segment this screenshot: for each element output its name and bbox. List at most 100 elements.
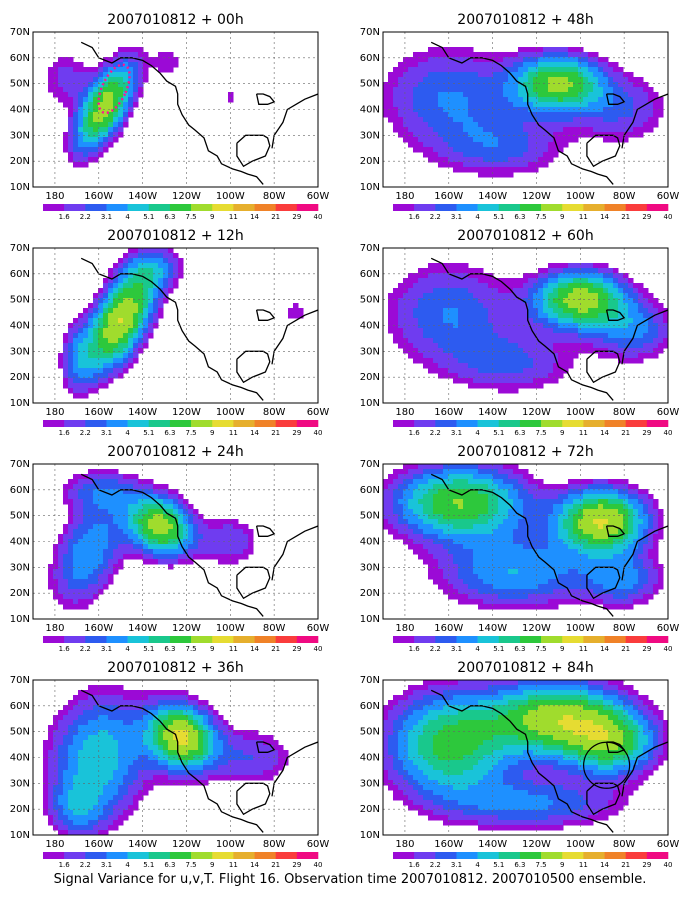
lon-tick-label: 180 bbox=[395, 191, 414, 202]
map-frame bbox=[32, 31, 319, 188]
colorbar-swatch bbox=[562, 852, 584, 859]
lon-tick-label: 80W bbox=[613, 407, 636, 418]
great-lakes bbox=[605, 93, 626, 105]
colorbar-label: 2.2 bbox=[430, 213, 441, 221]
lat-tick-label: 60N bbox=[360, 53, 380, 64]
figure-caption: Signal Variance for u,v,T. Flight 16. Ob… bbox=[53, 872, 647, 887]
colorbar-swatch bbox=[604, 852, 626, 859]
colorbar-swatch bbox=[233, 636, 255, 643]
colorbar-label: 14 bbox=[600, 429, 609, 437]
map-panel: 2007010812 + 72h 10N 20N 30N 40N 50N 60N 70N 180… bbox=[360, 444, 680, 653]
colorbar-swatch bbox=[393, 420, 415, 427]
colorbar-swatch bbox=[435, 852, 457, 859]
colorbar-swatch bbox=[625, 420, 648, 427]
lat-tick-label: 20N bbox=[10, 588, 30, 599]
lat-tick-label: 60N bbox=[10, 53, 30, 64]
colorbar-swatch bbox=[169, 852, 192, 859]
variance-field bbox=[33, 680, 318, 835]
colorbar-label: 1.6 bbox=[59, 213, 71, 221]
lon-tick-label: 80W bbox=[263, 191, 286, 202]
lat-tick-label: 60N bbox=[10, 485, 30, 496]
colorbar-swatch bbox=[64, 852, 86, 859]
lon-tick-label: 120W bbox=[172, 839, 201, 850]
colorbar-swatch bbox=[456, 852, 478, 859]
colorbar-label: 2.2 bbox=[430, 861, 441, 869]
colorbar-label: 1.6 bbox=[409, 429, 421, 437]
map-frame bbox=[382, 31, 669, 188]
colorbar-label: 1.6 bbox=[409, 213, 421, 221]
lon-tick-label: 180 bbox=[395, 623, 414, 634]
lat-tick-label: 40N bbox=[360, 537, 380, 548]
lat-tick-label: 70N bbox=[10, 27, 30, 38]
colorbar-swatch bbox=[477, 636, 500, 643]
colorbar-label: 11 bbox=[229, 213, 238, 221]
coastline-gulf bbox=[586, 350, 621, 384]
coastline-west bbox=[430, 257, 614, 401]
colorbar-swatch bbox=[191, 420, 213, 427]
colorbar-label: 4 bbox=[475, 429, 480, 437]
coastline-west bbox=[80, 473, 264, 617]
lat-tick-label: 50N bbox=[10, 511, 30, 522]
colorbar-swatch bbox=[414, 420, 436, 427]
colorbar-swatch bbox=[477, 852, 500, 859]
colorbar-swatch bbox=[106, 636, 128, 643]
colorbar-swatch bbox=[498, 636, 521, 643]
colorbar-label: 11 bbox=[229, 861, 238, 869]
colorbar-label: 21 bbox=[621, 861, 630, 869]
colorbar-label: 5.1 bbox=[143, 213, 154, 221]
colorbar-label: 29 bbox=[642, 213, 651, 221]
colorbar-label: 29 bbox=[292, 861, 301, 869]
panel-title: 2007010812 + 24h bbox=[107, 444, 243, 460]
colorbar-swatch bbox=[625, 636, 648, 643]
colorbar-swatch bbox=[212, 420, 234, 427]
colorbar-swatch bbox=[646, 204, 669, 211]
colorbar-swatch bbox=[646, 852, 669, 859]
colorbar-label: 11 bbox=[579, 861, 588, 869]
colorbar-label: 5.1 bbox=[143, 645, 154, 653]
coastline-west bbox=[80, 257, 264, 401]
colorbar-swatch bbox=[498, 204, 521, 211]
colorbar-swatch bbox=[456, 420, 478, 427]
colorbar-swatch bbox=[414, 204, 436, 211]
lon-tick-label: 180 bbox=[45, 191, 64, 202]
lat-tick-label: 30N bbox=[360, 562, 380, 573]
colorbar-swatch bbox=[393, 852, 415, 859]
colorbar-label: 7.5 bbox=[186, 429, 197, 437]
colorbar-swatch bbox=[127, 204, 150, 211]
colorbar-label: 9 bbox=[560, 645, 564, 653]
colorbar-label: 6.3 bbox=[514, 861, 525, 869]
panel-title: 2007010812 + 48h bbox=[457, 12, 593, 28]
target-region-ellipse bbox=[97, 63, 131, 115]
colorbar-label: 29 bbox=[642, 429, 651, 437]
lon-tick-label: 180 bbox=[45, 407, 64, 418]
colorbar-swatch bbox=[519, 204, 542, 211]
colorbar-swatch bbox=[64, 636, 86, 643]
lon-tick-label: 60W bbox=[307, 407, 330, 418]
map-frame bbox=[382, 679, 669, 836]
colorbar-swatch bbox=[254, 852, 276, 859]
colorbar-swatch bbox=[85, 420, 107, 427]
colorbar-label: 9 bbox=[560, 429, 564, 437]
lat-tick-label: 40N bbox=[360, 321, 380, 332]
lon-tick-label: 80W bbox=[263, 407, 286, 418]
lat-tick-label: 10N bbox=[360, 830, 380, 841]
colorbar-label: 9 bbox=[210, 861, 214, 869]
colorbar-swatch bbox=[296, 420, 319, 427]
gridlines bbox=[33, 248, 318, 403]
colorbar-swatch bbox=[64, 420, 86, 427]
colorbar-label: 4 bbox=[475, 861, 480, 869]
lon-tick-label: 60W bbox=[657, 623, 680, 634]
colorbar-label: 11 bbox=[229, 429, 238, 437]
coastline-gulf bbox=[236, 566, 271, 600]
lon-tick-label: 80W bbox=[613, 191, 636, 202]
lon-tick-label: 60W bbox=[307, 623, 330, 634]
colorbar-label: 40 bbox=[314, 861, 323, 869]
colorbar-swatch bbox=[519, 420, 542, 427]
colorbar-label: 2.2 bbox=[80, 645, 91, 653]
coastline-west bbox=[80, 689, 264, 833]
great-lakes bbox=[605, 525, 626, 537]
gridlines bbox=[383, 32, 668, 187]
variance-field bbox=[383, 32, 668, 187]
colorbar-swatch bbox=[456, 204, 478, 211]
lon-tick-label: 100W bbox=[566, 623, 595, 634]
